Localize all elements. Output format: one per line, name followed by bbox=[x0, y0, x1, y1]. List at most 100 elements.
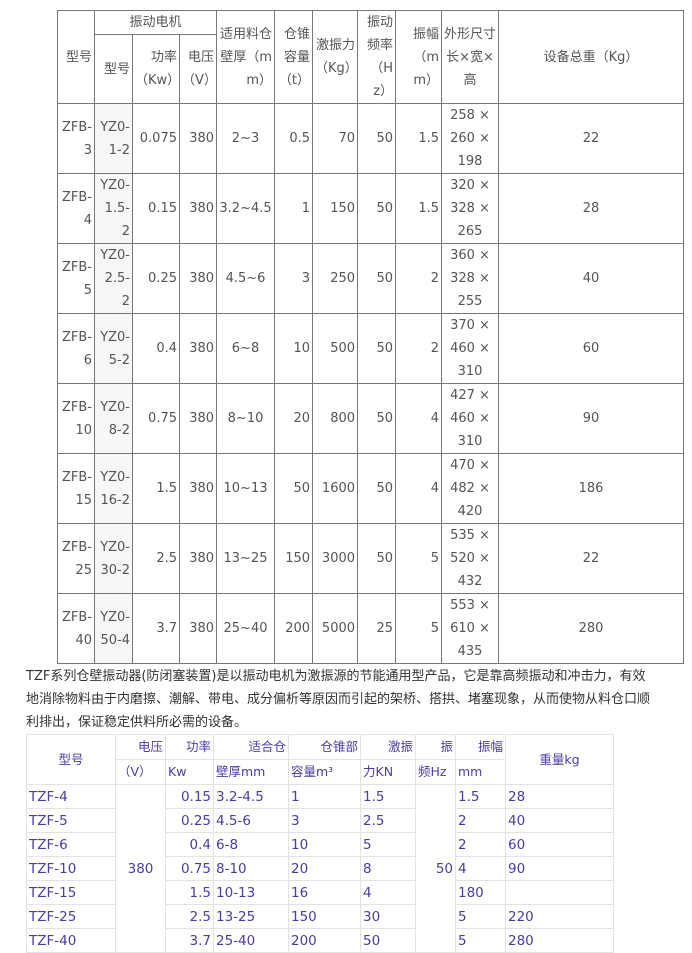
header-freq: 振动频率（Hz） bbox=[357, 10, 397, 104]
cell-force: 4 bbox=[360, 880, 416, 905]
cell-wall: 10-13 bbox=[213, 880, 289, 905]
cell-freq: 50 bbox=[357, 313, 397, 384]
cell-size: 427 × 460 × 310 bbox=[441, 383, 500, 454]
cell-wall: 13~25 bbox=[216, 523, 276, 594]
header-voltage: 电压（V） bbox=[178, 34, 218, 104]
cell-power: 0.25 bbox=[165, 808, 214, 833]
cell-freq: 50 bbox=[357, 243, 397, 314]
cell-voltage: 380 bbox=[178, 453, 218, 524]
header-cell: 频Hz bbox=[415, 759, 456, 785]
cell-power: 0.15 bbox=[132, 173, 180, 244]
header-cell: 功率 bbox=[165, 734, 214, 760]
header-cell: （V） bbox=[115, 759, 166, 785]
cell-wall: 2~3 bbox=[216, 103, 276, 174]
header-cell: 力KN bbox=[360, 759, 416, 785]
cell-model: TZF-15 bbox=[26, 880, 116, 905]
cell-cone: 16 bbox=[288, 880, 361, 905]
cell-amp: 4 bbox=[395, 383, 443, 454]
header-cell: 壁厚mm bbox=[213, 759, 289, 785]
cell-size: 320 × 328 × 265 bbox=[441, 173, 500, 244]
cell-force: 8 bbox=[360, 856, 416, 881]
cell-force: 5 bbox=[360, 832, 416, 857]
cell-freq: 25 bbox=[357, 593, 397, 664]
cell-weight: 90 bbox=[505, 856, 614, 881]
cell-weight bbox=[505, 880, 614, 905]
header-cell: 重量kg bbox=[505, 734, 614, 785]
cell-voltage: 380 bbox=[178, 593, 218, 664]
header-amp: 振幅（mm） bbox=[395, 10, 443, 104]
table-row: TZF-15 1.5 10-13 16 4 180 bbox=[26, 880, 614, 905]
cell-force: 150 bbox=[312, 173, 359, 244]
cell-motor: YZ0-2.5-2 bbox=[94, 243, 133, 314]
cell-motor: YZ0-8-2 bbox=[94, 383, 133, 454]
cell-size: 535 × 520 × 432 bbox=[441, 523, 500, 594]
cell-power: 0.75 bbox=[165, 856, 214, 881]
table-row: TZF-4 380 0.15 3.2-4.5 1 1.5 50 1.5 28 bbox=[26, 784, 614, 953]
cell-power: 3.7 bbox=[132, 593, 180, 664]
header-motor: 振动电机 bbox=[93, 10, 218, 35]
cell-motor: YZ0-30-2 bbox=[94, 523, 133, 594]
cell-force: 1.5 bbox=[360, 784, 416, 809]
cell-weight: 28 bbox=[498, 173, 684, 244]
tzf-spec-table: 型号 电压 功率 适合仓 仓锥部 激振振振幅 重量kg （V） Kw 壁厚mm 容量m³ 力KN 频Hz… bbox=[26, 734, 614, 953]
cell-power: 2.5 bbox=[132, 523, 180, 594]
header-weight: 设备总重（Kg） bbox=[498, 10, 684, 104]
paragraph-line: 利排出，保证稳定供料所必需的设备。 bbox=[26, 715, 248, 730]
cell-model: ZFB-15 bbox=[57, 453, 95, 524]
table-row: ZFB-4 YZ0-1.5-2 0.15 380 3.2~4.5 1 150 50 1.5 320… bbox=[57, 173, 684, 244]
cell-weight: 280 bbox=[498, 593, 684, 664]
cell-model: ZFB-25 bbox=[57, 523, 95, 594]
cell-cone: 50 bbox=[274, 453, 314, 524]
cell-amp: 2 bbox=[455, 808, 506, 833]
header-motor-model: 型号 bbox=[94, 34, 133, 104]
cell-model: TZF-6 bbox=[26, 832, 116, 857]
cell-power: 3.7 bbox=[165, 928, 214, 953]
cell-model: TZF-5 bbox=[26, 808, 116, 833]
table-row: TZF-40 3.7 25-40 200 50 5 280 bbox=[26, 928, 614, 953]
cell-model: ZFB-6 bbox=[57, 313, 95, 384]
cell-amp: 2 bbox=[455, 832, 506, 857]
header-cell: 电压 bbox=[115, 734, 166, 760]
header-cell: 振幅 bbox=[455, 734, 506, 760]
cell-wall: 6-8 bbox=[213, 832, 289, 857]
cell-cone: 200 bbox=[288, 928, 361, 953]
description-paragraph: TZF系列仓壁振动器(防闭塞装置)是以振动电机为激振源的节能通用型产品，它是靠高… bbox=[26, 665, 688, 734]
paragraph-line: 地消除物料由于内磨擦、潮解、带电、成分偏析等原因而引起的架桥、搭拱、堵塞现象，从… bbox=[26, 692, 651, 707]
cell-amp: 4 bbox=[395, 453, 443, 524]
header-cone: 仓锥容量（t） bbox=[274, 10, 314, 104]
header-model: 型号 bbox=[57, 10, 95, 104]
cell-wall: 4.5-6 bbox=[213, 808, 289, 833]
cell-amp: 1.5 bbox=[395, 173, 443, 244]
cell-model: TZF-40 bbox=[26, 928, 116, 953]
header-cell: mm bbox=[455, 759, 506, 785]
cell-model: TZF-25 bbox=[26, 904, 116, 929]
cell-amp: 180 bbox=[455, 880, 506, 905]
cell-cone: 0.5 bbox=[274, 103, 314, 174]
cell-cone: 150 bbox=[274, 523, 314, 594]
cell-weight: 90 bbox=[498, 383, 684, 454]
cell-cone: 1 bbox=[288, 784, 361, 809]
cell-model: ZFB-5 bbox=[57, 243, 95, 314]
header-cell: Kw bbox=[165, 759, 214, 785]
cell-amp: 5 bbox=[395, 593, 443, 664]
cell-force: 3000 bbox=[312, 523, 359, 594]
cell-freq: 50 bbox=[357, 453, 397, 524]
cell-weight: 280 bbox=[505, 928, 614, 953]
table-row: ZFB-25 YZ0-30-2 2.5 380 13~25 150 3000 50 5 535 ×… bbox=[57, 523, 684, 594]
cell-motor: YZ0-5-2 bbox=[94, 313, 133, 384]
cell-wall: 3.2~4.5 bbox=[216, 173, 276, 244]
cell-freq: 50 bbox=[357, 103, 397, 174]
cell-power: 1.5 bbox=[165, 880, 214, 905]
cell-power: 0.4 bbox=[132, 313, 180, 384]
cell-force: 500 bbox=[312, 313, 359, 384]
cell-wall: 25-40 bbox=[213, 928, 289, 953]
cell-voltage: 380 bbox=[178, 383, 218, 454]
cell-amp: 1.5 bbox=[395, 103, 443, 174]
table-row: TZF-10 0.75 8-10 20 8 4 90 bbox=[26, 856, 614, 881]
cell-size: 470 × 482 × 420 bbox=[441, 453, 500, 524]
cell-cone: 20 bbox=[274, 383, 314, 454]
table-row: ZFB-40 YZ0-50-4 3.7 380 25~40 200 5000 25 5 553 ×… bbox=[57, 593, 684, 664]
cell-amp: 5 bbox=[455, 904, 506, 929]
cell-force: 1600 bbox=[312, 453, 359, 524]
cell-amp: 2 bbox=[395, 313, 443, 384]
